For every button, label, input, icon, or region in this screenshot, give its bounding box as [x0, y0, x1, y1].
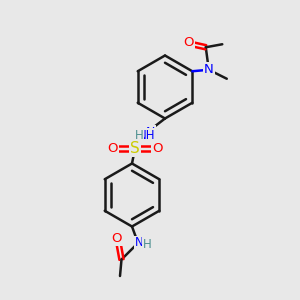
Text: S: S: [130, 141, 140, 156]
Text: O: O: [152, 142, 163, 155]
Text: O: O: [107, 142, 118, 155]
Text: H: H: [139, 127, 149, 140]
Text: NH: NH: [138, 128, 156, 142]
Text: N: N: [135, 236, 144, 250]
Text: H: H: [142, 238, 152, 251]
Text: N: N: [204, 63, 214, 76]
Text: O: O: [183, 36, 194, 49]
Text: N: N: [145, 125, 155, 139]
Text: H: H: [134, 128, 143, 142]
Text: O: O: [112, 232, 122, 245]
